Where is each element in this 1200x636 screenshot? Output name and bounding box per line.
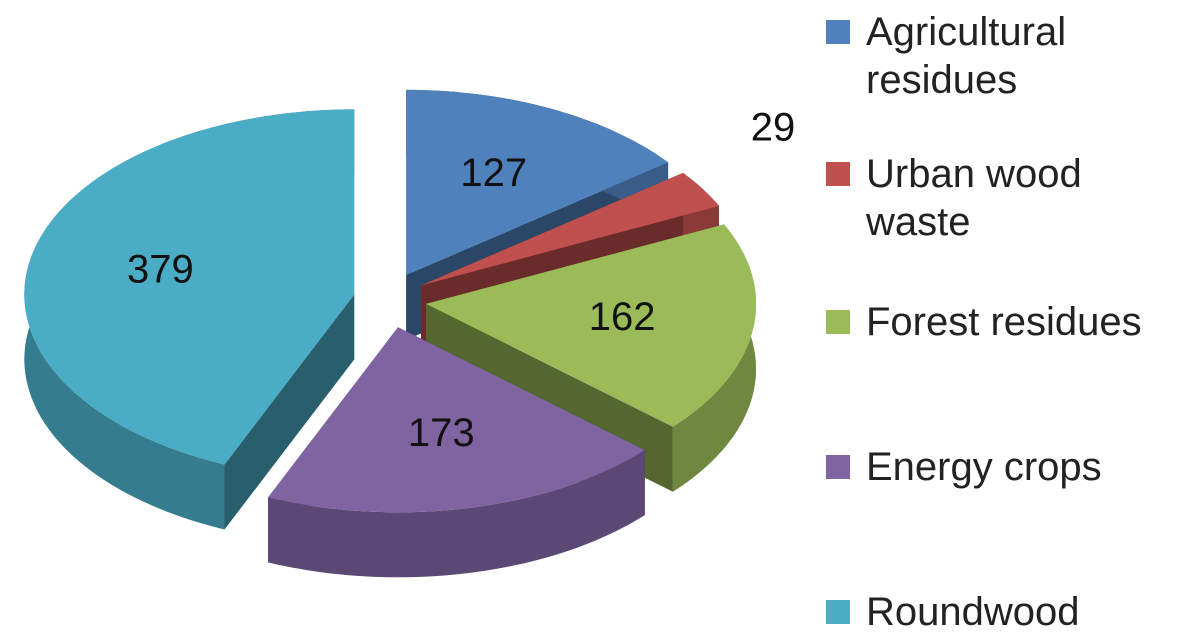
- pie-area: 127 29 162 173 379: [24, 89, 796, 578]
- slice-wall: [268, 450, 645, 578]
- legend-label: Urban wood waste: [866, 152, 1082, 244]
- legend-item: Energy crops: [826, 443, 1184, 491]
- slice-group: [268, 327, 645, 578]
- slice-group: [24, 109, 355, 530]
- legend-label: Agricultural residues: [866, 10, 1067, 102]
- legend-label: Roundwood: [866, 590, 1080, 634]
- legend-item: Roundwood: [826, 588, 1184, 636]
- legend-label: Forest residues: [866, 300, 1142, 344]
- slice: [268, 327, 645, 513]
- data-label: 162: [589, 295, 656, 339]
- legend-label: Energy crops: [866, 445, 1102, 489]
- slice-side: [224, 294, 355, 530]
- legend-item: Urban wood waste: [826, 150, 1184, 246]
- data-label: 173: [408, 411, 475, 455]
- data-label: 127: [460, 151, 527, 195]
- legend-swatch: [826, 600, 850, 624]
- legend: Agricultural residues Urban wood waste For…: [826, 0, 1200, 634]
- slice: [24, 109, 355, 465]
- legend-swatch: [826, 455, 850, 479]
- slice: [426, 224, 756, 427]
- data-label: 379: [127, 248, 194, 292]
- legend-swatch: [826, 162, 850, 186]
- legend-swatch: [826, 310, 850, 334]
- legend-item: Forest residues: [826, 298, 1184, 346]
- legend-item: Agricultural residues: [826, 8, 1184, 104]
- data-label: 29: [751, 105, 796, 149]
- slice: [421, 172, 719, 286]
- legend-swatch: [826, 20, 850, 44]
- slice: [406, 89, 669, 275]
